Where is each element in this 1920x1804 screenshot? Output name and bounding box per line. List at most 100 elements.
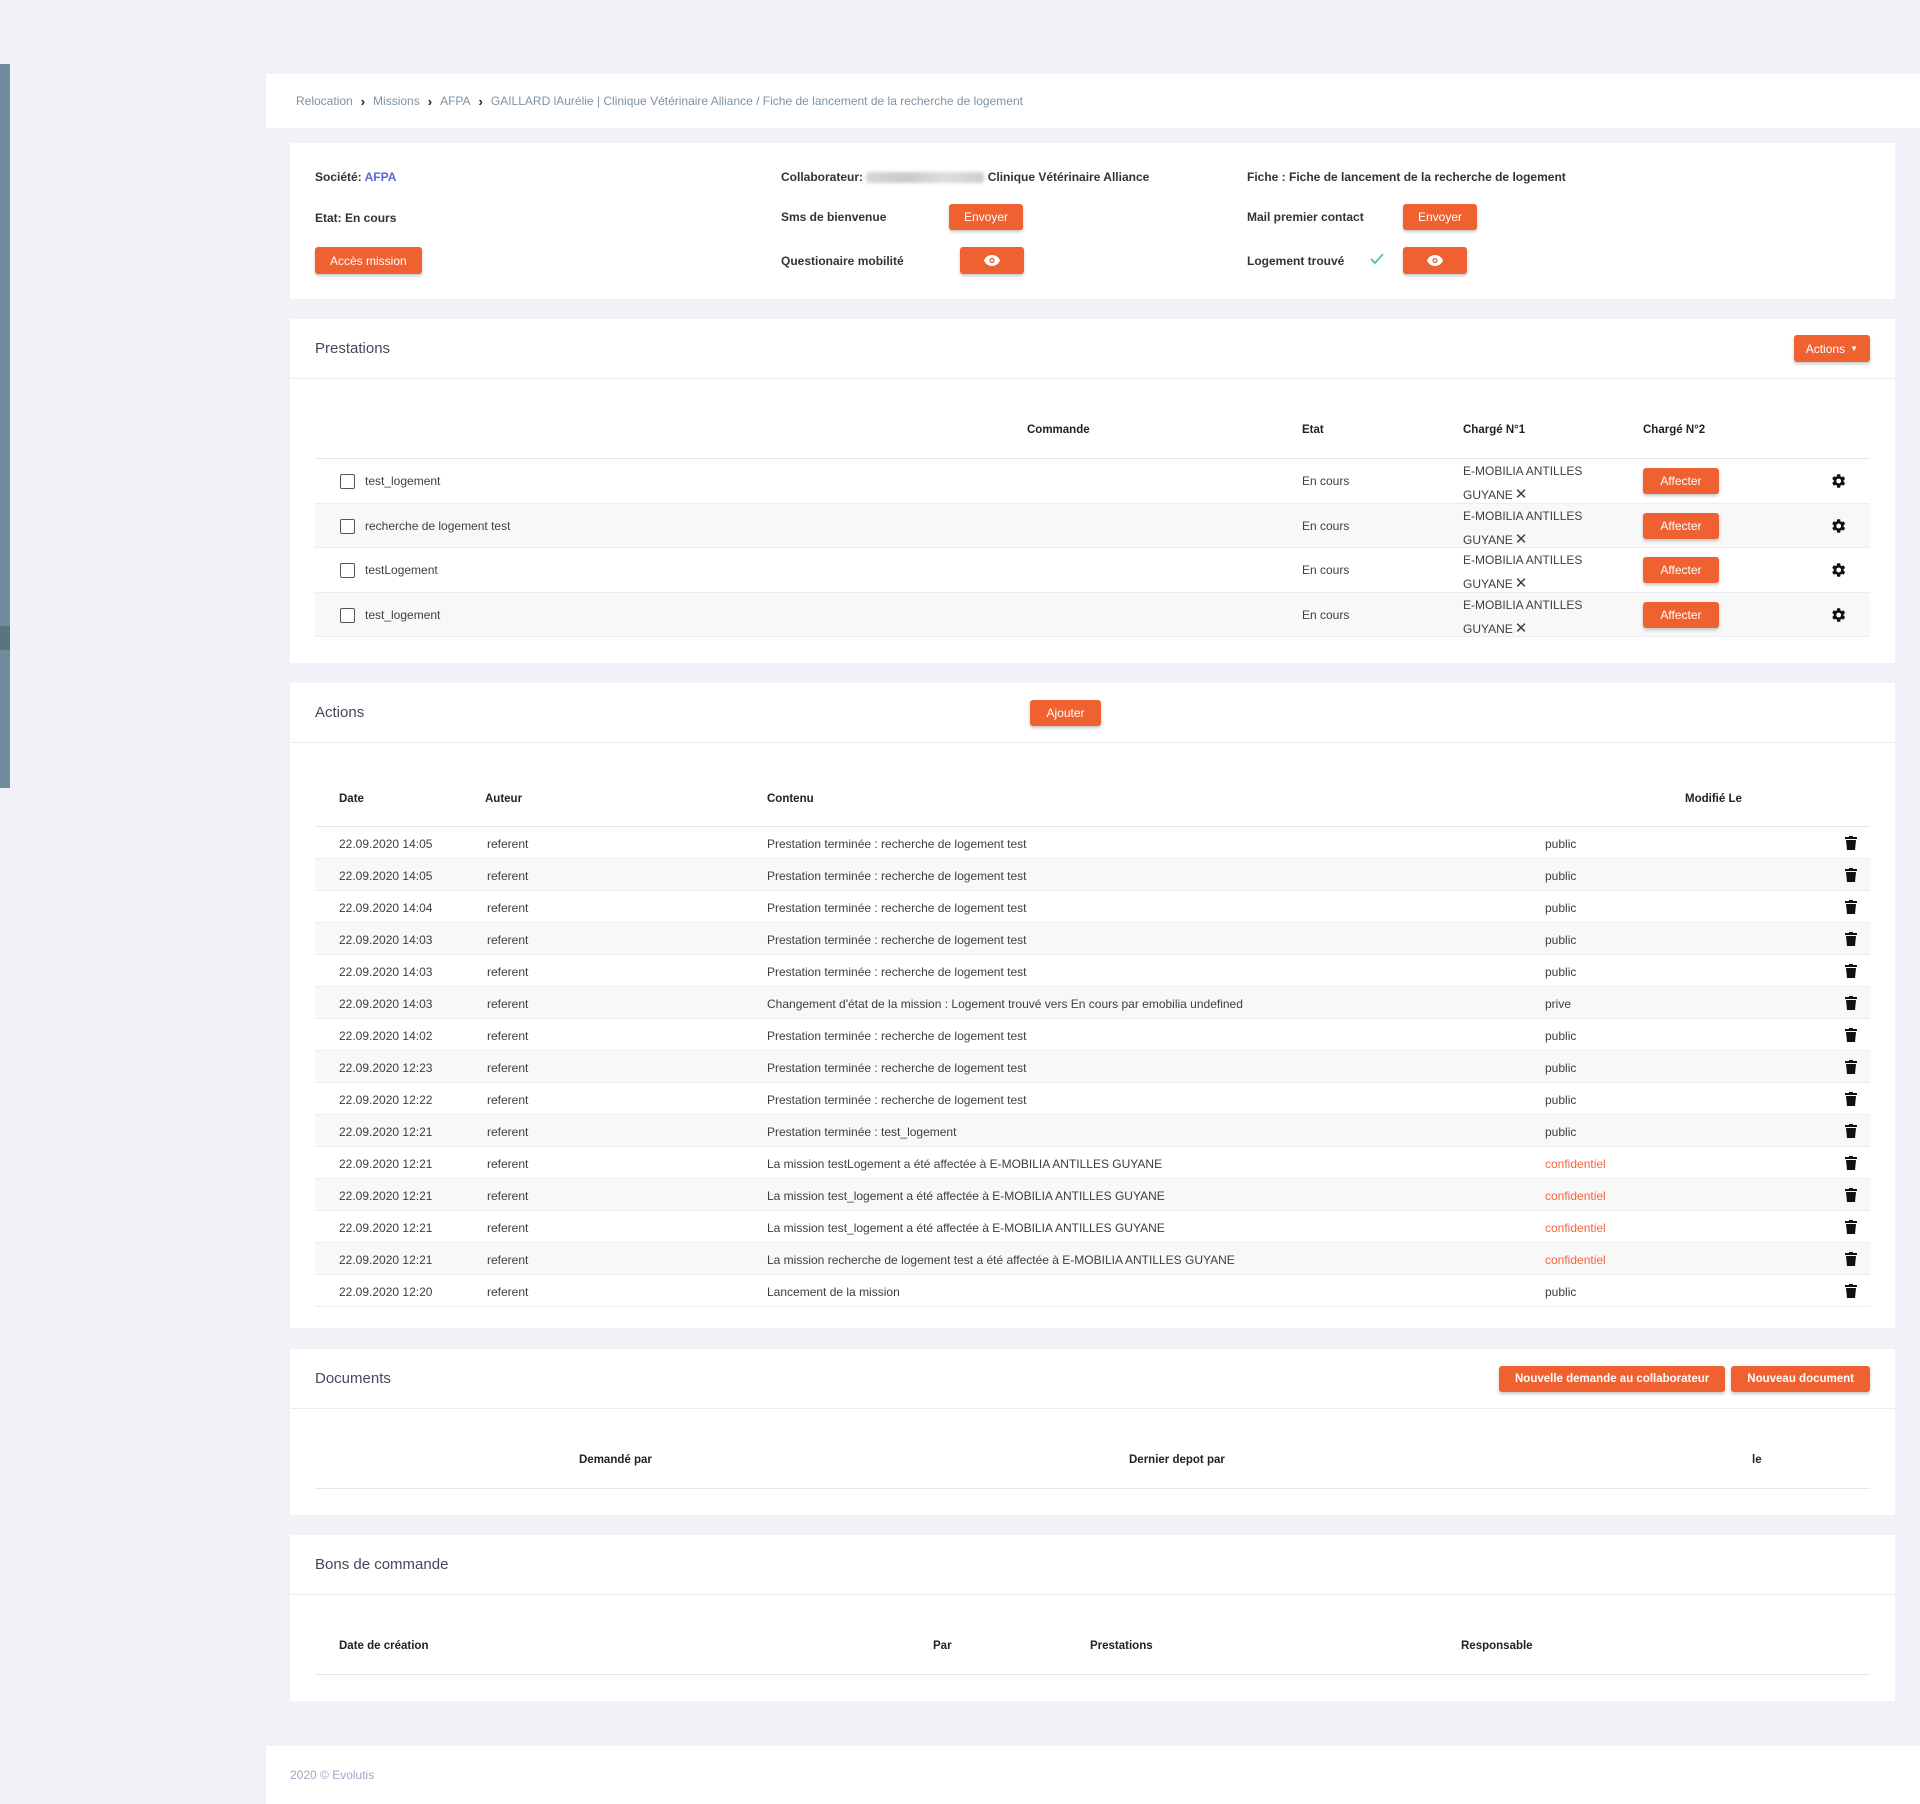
trash-icon[interactable] — [1845, 1124, 1857, 1141]
action-contenu: La mission testLogement a été affectée à… — [767, 1157, 1163, 1171]
etat-label: Etat: — [315, 211, 342, 225]
action-contenu: Prestation terminée : recherche de logem… — [767, 1029, 1027, 1043]
action-row: 22.09.2020 14:03 referent Prestation ter… — [315, 923, 1870, 955]
affecter-button[interactable]: Affecter — [1643, 468, 1719, 494]
gear-icon[interactable] — [1829, 606, 1847, 627]
charge1-line2: GUYANE — [1463, 532, 1513, 547]
nouvelle-demande-button[interactable]: Nouvelle demande au collaborateur — [1499, 1365, 1726, 1392]
charge1-line1: E-MOBILIA ANTILLES — [1463, 597, 1583, 612]
action-date: 22.09.2020 14:05 — [339, 869, 433, 883]
trash-icon[interactable] — [1845, 932, 1857, 949]
affecter-button[interactable]: Affecter — [1643, 557, 1719, 583]
action-row: 22.09.2020 12:21 referent La mission tes… — [315, 1147, 1870, 1179]
acces-mission-button[interactable]: Accès mission — [315, 247, 422, 274]
breadcrumb-item-relocation[interactable]: Relocation — [296, 94, 353, 108]
action-contenu: Prestation terminée : recherche de logem… — [767, 933, 1027, 947]
prestation-checkbox[interactable] — [340, 474, 355, 489]
action-visibility: public — [1545, 933, 1577, 947]
trash-icon[interactable] — [1845, 1188, 1857, 1205]
trash-icon[interactable] — [1845, 1252, 1857, 1269]
prestation-charge1: E-MOBILIA ANTILLES GUYANE ✕ — [1463, 549, 1582, 596]
actions-card: Actions Ajouter Date Auteur Contenu Modi… — [290, 683, 1895, 1328]
mail-label: Mail premier contact — [1247, 210, 1364, 224]
bons-commande-card: Bons de commande Date de création Par Pr… — [290, 1535, 1895, 1701]
col-commande: Commande — [1027, 424, 1090, 436]
action-row: 22.09.2020 14:03 referent Prestation ter… — [315, 955, 1870, 987]
action-auteur: referent — [487, 869, 529, 883]
action-visibility: public — [1545, 837, 1577, 851]
documents-table-header: Demandé par Dernier depot par le — [315, 1410, 1870, 1489]
action-visibility: public — [1545, 965, 1577, 979]
prestation-row: test_logement En cours E-MOBILIA ANTILLE… — [315, 459, 1870, 504]
prestation-name: testLogement — [365, 563, 438, 577]
action-visibility: confidentiel — [1545, 1189, 1606, 1203]
breadcrumb-item-missions[interactable]: Missions — [373, 94, 420, 108]
mission-info-card: Société: AFPA Etat: En cours Accès missi… — [290, 143, 1895, 299]
action-auteur: referent — [487, 1189, 529, 1203]
logement-view-button[interactable] — [1403, 247, 1467, 274]
charge1-line2: GUYANE — [1463, 577, 1513, 591]
action-date: 22.09.2020 14:05 — [339, 837, 433, 851]
sms-send-button[interactable]: Envoyer — [949, 204, 1023, 230]
prestation-etat: En cours — [1302, 607, 1350, 622]
action-date: 22.09.2020 12:21 — [339, 1221, 433, 1235]
action-contenu: Prestation terminée : recherche de logem… — [767, 869, 1027, 883]
prestation-charge1: E-MOBILIA ANTILLES GUYANE ✕ — [1463, 505, 1582, 552]
trash-icon[interactable] — [1845, 1284, 1857, 1301]
ajouter-button[interactable]: Ajouter — [1030, 700, 1101, 726]
nouveau-document-button[interactable]: Nouveau document — [1731, 1365, 1870, 1392]
bons-title: Bons de commande — [315, 1556, 449, 1573]
action-contenu: Prestation terminée : recherche de logem… — [767, 837, 1027, 851]
fiche-label: Fiche : — [1247, 170, 1286, 184]
trash-icon[interactable] — [1845, 996, 1857, 1013]
trash-icon[interactable] — [1845, 868, 1857, 885]
trash-icon[interactable] — [1845, 900, 1857, 917]
prestation-checkbox[interactable] — [340, 607, 355, 623]
breadcrumb-item-company[interactable]: AFPA — [440, 94, 471, 108]
prestation-checkbox[interactable] — [340, 563, 355, 578]
prestations-card: Prestations Actions ▼ Commande Etat Char… — [290, 319, 1895, 663]
action-contenu: Lancement de la mission — [767, 1285, 900, 1299]
trash-icon[interactable] — [1845, 1060, 1857, 1077]
actions-table-header: Date Auteur Contenu Modifié Le — [315, 744, 1870, 827]
gear-icon[interactable] — [1829, 517, 1847, 538]
prestations-actions-dropdown[interactable]: Actions ▼ — [1793, 335, 1870, 362]
action-date: 22.09.2020 12:21 — [339, 1157, 433, 1171]
societe-link[interactable]: AFPA — [364, 170, 397, 184]
action-visibility: prive — [1545, 997, 1572, 1011]
actions-table: Date Auteur Contenu Modifié Le 22.09.202… — [315, 744, 1870, 1307]
action-visibility: public — [1545, 1285, 1577, 1299]
bons-table-header: Date de création Par Prestations Respons… — [315, 1596, 1870, 1675]
questionnaire-view-button[interactable] — [960, 247, 1024, 274]
prestations-title: Prestations — [315, 340, 391, 357]
trash-icon[interactable] — [1845, 1028, 1857, 1045]
prestation-checkbox[interactable] — [340, 518, 355, 534]
action-auteur: referent — [487, 1125, 529, 1139]
gear-icon[interactable] — [1829, 561, 1847, 582]
action-date: 22.09.2020 12:21 — [339, 1189, 433, 1203]
action-row: 22.09.2020 12:21 referent Prestation ter… — [315, 1115, 1870, 1147]
mail-send-button[interactable]: Envoyer — [1403, 204, 1477, 230]
action-row: 22.09.2020 12:20 referent Lancement de l… — [315, 1275, 1870, 1307]
remove-x-icon[interactable]: ✕ — [1514, 486, 1528, 503]
action-auteur: referent — [487, 997, 529, 1011]
breadcrumb-item-current: GAILLARD lAurélie | Clinique Vétérinaire… — [490, 94, 1023, 108]
eye-icon — [1427, 255, 1443, 266]
action-auteur: referent — [487, 965, 529, 979]
trash-icon[interactable] — [1845, 836, 1857, 853]
affecter-button[interactable]: Affecter — [1643, 601, 1719, 628]
trash-icon[interactable] — [1845, 964, 1857, 981]
trash-icon[interactable] — [1845, 1092, 1857, 1109]
remove-x-icon[interactable]: ✕ — [1514, 530, 1528, 548]
affecter-button[interactable]: Affecter — [1643, 512, 1719, 539]
prestations-table: Commande Etat Chargé N°1 Chargé N°2 test… — [315, 380, 1870, 637]
remove-x-icon[interactable]: ✕ — [1514, 575, 1528, 592]
remove-x-icon[interactable]: ✕ — [1514, 619, 1528, 637]
documents-card: Documents Nouvelle demande au collaborat… — [290, 1349, 1895, 1515]
trash-icon[interactable] — [1845, 1156, 1857, 1173]
gear-icon[interactable] — [1829, 472, 1847, 493]
action-contenu: Prestation terminée : recherche de logem… — [767, 965, 1027, 979]
collaborateur-name-blurred — [866, 172, 985, 184]
trash-icon[interactable] — [1845, 1220, 1857, 1237]
check-icon — [1370, 253, 1384, 264]
